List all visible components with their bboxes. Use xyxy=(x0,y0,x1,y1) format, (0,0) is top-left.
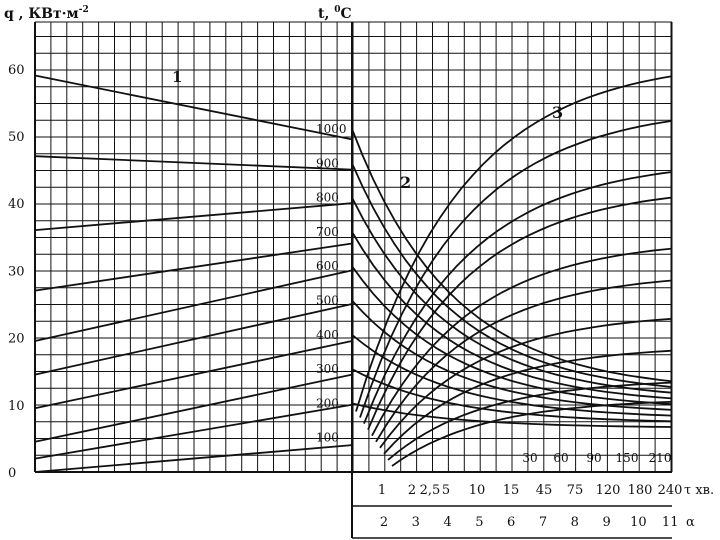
tau-tick-label: 75 xyxy=(567,483,584,498)
left-tick-label: 40 xyxy=(8,197,25,212)
mid-tick-label: 700 xyxy=(316,225,339,239)
family2-curve xyxy=(351,162,673,388)
family1-line xyxy=(34,242,353,292)
family3-curve xyxy=(387,381,673,461)
axes xyxy=(34,22,672,539)
top-tau-tick-label: 60 xyxy=(553,451,568,465)
left-tick-label: 10 xyxy=(8,399,25,414)
family2-curve xyxy=(351,368,673,423)
alpha-tick-label: 2 xyxy=(380,515,388,530)
left-tick-label: 50 xyxy=(8,130,25,145)
family1-line xyxy=(34,444,353,473)
top-tau-ticks: 30 60 90 150 210 xyxy=(522,451,671,465)
alpha-tick-label: 10 xyxy=(630,515,647,530)
left-tick-label: 30 xyxy=(8,264,25,279)
family2-curve xyxy=(351,265,673,405)
family1-line xyxy=(34,74,353,141)
tau-tick-label: 2,5 xyxy=(420,483,441,498)
family1-lines xyxy=(34,74,353,473)
family3-curve xyxy=(367,196,673,431)
top-tau-tick-label: 210 xyxy=(649,451,672,465)
family3-curve xyxy=(359,120,673,418)
top-tau-tick-label: 90 xyxy=(586,451,601,465)
tau-tick-label: 180 xyxy=(628,483,653,498)
tau-tick-label: 10 xyxy=(469,483,486,498)
tau-tick-label: 45 xyxy=(536,483,553,498)
alpha-tick-label: 4 xyxy=(443,515,451,530)
family1-line xyxy=(34,403,353,460)
family3-curve xyxy=(371,247,673,437)
alpha-tick-label: 9 xyxy=(602,515,610,530)
mid-tick-label: 300 xyxy=(316,362,339,376)
left-tick-label: 60 xyxy=(8,63,25,78)
left-tick-label: 20 xyxy=(8,332,25,347)
curve-label-1: 1 xyxy=(172,68,182,86)
family3-curve xyxy=(379,317,673,449)
family1-line xyxy=(34,303,353,376)
family1-line xyxy=(34,202,353,231)
left-tick-label: 0 xyxy=(8,466,16,481)
family3-curve xyxy=(355,75,673,412)
alpha-ticks: 2 3 4 5 6 7 8 9 10 11 xyxy=(380,515,679,530)
family1-line xyxy=(34,340,353,410)
grid xyxy=(34,21,673,473)
family3-curve xyxy=(375,279,673,443)
curve-label-2: 2 xyxy=(400,173,411,192)
mid-tick-label: 1000 xyxy=(316,122,347,136)
mid-tick-label: 800 xyxy=(316,191,339,205)
top-tau-tick-label: 30 xyxy=(522,451,537,465)
mid-tick-label: 200 xyxy=(316,396,339,410)
family3-curve xyxy=(383,349,673,455)
mid-tick-label: 900 xyxy=(316,156,339,170)
tau-tick-label: 15 xyxy=(503,483,520,498)
alpha-tick-label: 11 xyxy=(662,515,679,530)
family1-line xyxy=(34,155,353,171)
family2-curve xyxy=(351,299,673,411)
mid-tick-label: 600 xyxy=(316,259,339,273)
top-tau-tick-label: 150 xyxy=(616,451,639,465)
mid-axis-label: t, 0C xyxy=(318,5,352,22)
alpha-tick-label: 7 xyxy=(539,515,547,530)
family2-curve xyxy=(351,231,673,400)
alpha-axis-label: α xyxy=(686,515,695,530)
tau-tick-label: 5 xyxy=(442,483,450,498)
tau-axis-label: τ хв. xyxy=(684,483,714,498)
family2-curve xyxy=(351,128,673,383)
mid-ticks: 100 200 300 400 500 600 700 800 900 1000 xyxy=(316,122,347,445)
family3-curve xyxy=(363,171,673,424)
alpha-tick-label: 6 xyxy=(507,515,515,530)
mid-tick-label: 100 xyxy=(316,431,339,445)
alpha-tick-label: 8 xyxy=(571,515,579,530)
mid-tick-label: 400 xyxy=(316,328,339,342)
family3-curves xyxy=(355,75,673,467)
tau-ticks: 1 2 2,5 5 10 15 45 75 120 180 240 xyxy=(378,483,683,498)
left-axis-label: q , КВт·м-2 xyxy=(4,5,89,22)
family1-line xyxy=(34,269,353,342)
alpha-tick-label: 3 xyxy=(412,515,420,530)
tau-tick-label: 240 xyxy=(658,483,683,498)
tau-tick-label: 1 xyxy=(378,483,386,498)
mid-tick-label: 500 xyxy=(316,294,339,308)
curve-label-3: 3 xyxy=(552,103,563,122)
alpha-tick-label: 5 xyxy=(475,515,483,530)
family1-line xyxy=(34,373,353,443)
family3-curve xyxy=(391,400,673,467)
family2-curves xyxy=(351,128,673,428)
tau-tick-label: 2 xyxy=(408,483,416,498)
family2-curve xyxy=(351,334,673,417)
family2-curve xyxy=(351,402,673,428)
tau-tick-label: 120 xyxy=(596,483,621,498)
left-ticks: 0 10 20 30 40 50 60 xyxy=(8,63,25,481)
